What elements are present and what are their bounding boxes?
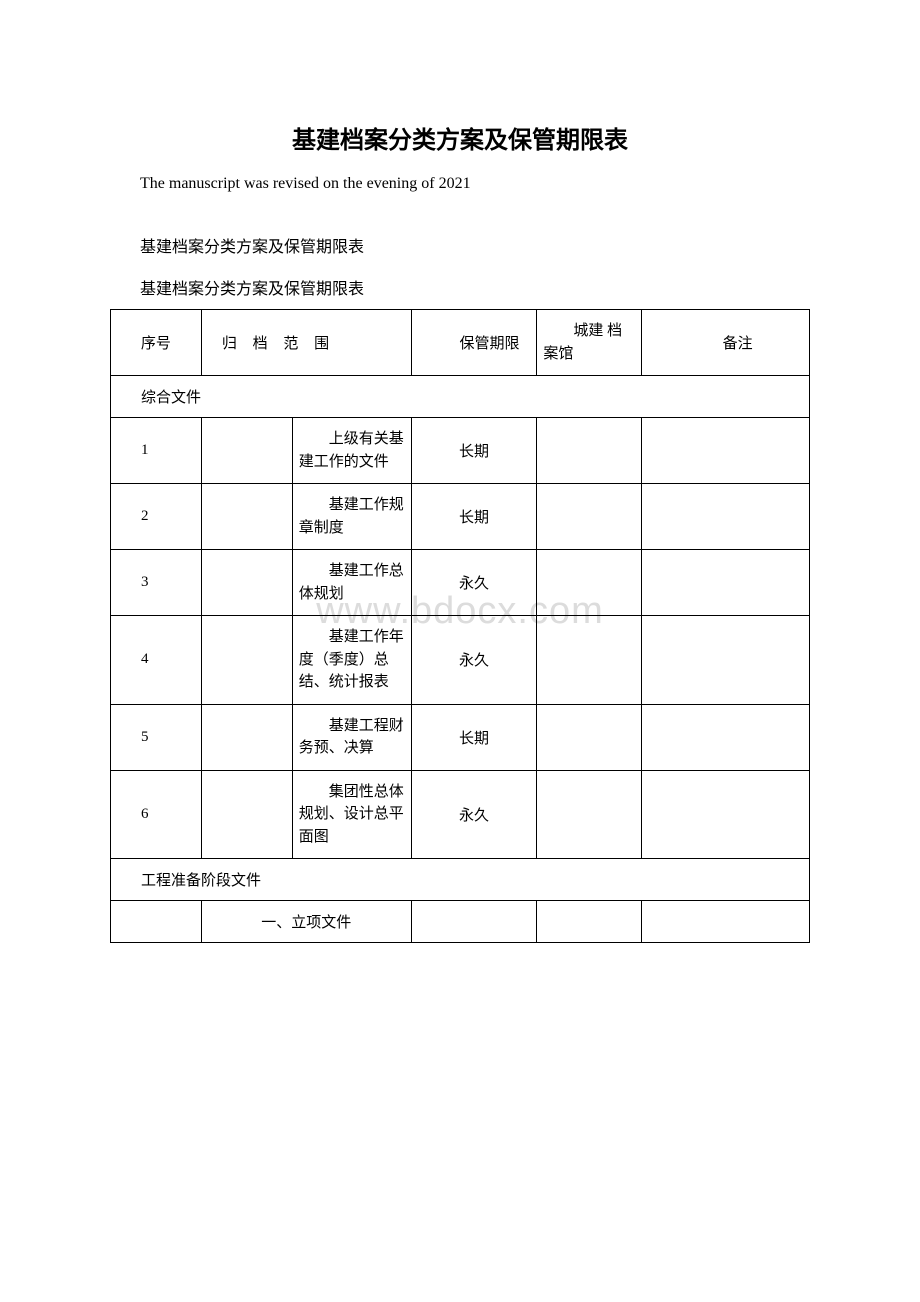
section-title-1: 综合文件: [111, 376, 810, 418]
subtitle-english: The manuscript was revised on the evenin…: [110, 175, 810, 193]
subheading-row: 一、立项文件: [111, 901, 810, 943]
seq-cell: 2: [111, 484, 202, 550]
header-period: 保管期限: [411, 310, 537, 376]
period-cell: 永久: [411, 770, 537, 859]
heading-line-1: 基建档案分类方案及保管期限表: [110, 233, 810, 257]
desc-cell: 基建工程财务预、决算: [292, 704, 411, 770]
seq-cell: 4: [111, 616, 202, 705]
archive-cell: [537, 616, 642, 705]
desc-cell: 基建工作总体规划: [292, 550, 411, 616]
note-cell: [642, 616, 810, 705]
header-note: 备注: [642, 310, 810, 376]
empty-cell: [642, 901, 810, 943]
header-seq: 序号: [111, 310, 202, 376]
archive-table: 序号 归 档 范 围 保管期限 城建 档案馆 备注 综合文件 1 上级有关基建工…: [110, 309, 810, 943]
empty-cell: [201, 616, 292, 705]
table-row: 4 基建工作年度（季度）总结、统计报表 永久: [111, 616, 810, 705]
empty-cell: [201, 770, 292, 859]
note-cell: [642, 418, 810, 484]
header-range: 归 档 范 围: [201, 310, 411, 376]
subheading-cell: 一、立项文件: [201, 901, 411, 943]
table-row: 1 上级有关基建工作的文件 长期: [111, 418, 810, 484]
empty-cell: [411, 901, 537, 943]
archive-cell: [537, 550, 642, 616]
table-row: 5 基建工程财务预、决算 长期: [111, 704, 810, 770]
period-cell: 长期: [411, 704, 537, 770]
period-cell: 长期: [411, 418, 537, 484]
table-row: 2 基建工作规章制度 长期: [111, 484, 810, 550]
seq-cell: 3: [111, 550, 202, 616]
note-cell: [642, 704, 810, 770]
archive-cell: [537, 704, 642, 770]
header-archive: 城建 档案馆: [537, 310, 642, 376]
period-cell: 永久: [411, 550, 537, 616]
table-row: 6 集团性总体规划、设计总平面图 永久: [111, 770, 810, 859]
period-cell: 长期: [411, 484, 537, 550]
empty-cell: [201, 704, 292, 770]
period-cell: 永久: [411, 616, 537, 705]
table-header-row: 序号 归 档 范 围 保管期限 城建 档案馆 备注: [111, 310, 810, 376]
desc-cell: 基建工作规章制度: [292, 484, 411, 550]
empty-cell: [201, 550, 292, 616]
desc-cell: 基建工作年度（季度）总结、统计报表: [292, 616, 411, 705]
archive-cell: [537, 770, 642, 859]
document-title: 基建档案分类方案及保管期限表: [110, 120, 810, 155]
seq-cell: 5: [111, 704, 202, 770]
section-row-1: 综合文件: [111, 376, 810, 418]
archive-cell: [537, 418, 642, 484]
empty-cell: [537, 901, 642, 943]
section-title-2: 工程准备阶段文件: [111, 859, 810, 901]
section-row-2: 工程准备阶段文件: [111, 859, 810, 901]
desc-cell: 集团性总体规划、设计总平面图: [292, 770, 411, 859]
seq-cell: 6: [111, 770, 202, 859]
archive-cell: [537, 484, 642, 550]
table-row: 3 基建工作总体规划 永久: [111, 550, 810, 616]
seq-cell: 1: [111, 418, 202, 484]
note-cell: [642, 484, 810, 550]
desc-cell: 上级有关基建工作的文件: [292, 418, 411, 484]
empty-cell: [201, 418, 292, 484]
empty-cell: [111, 901, 202, 943]
empty-cell: [201, 484, 292, 550]
note-cell: [642, 770, 810, 859]
heading-line-2: 基建档案分类方案及保管期限表: [110, 275, 810, 299]
note-cell: [642, 550, 810, 616]
